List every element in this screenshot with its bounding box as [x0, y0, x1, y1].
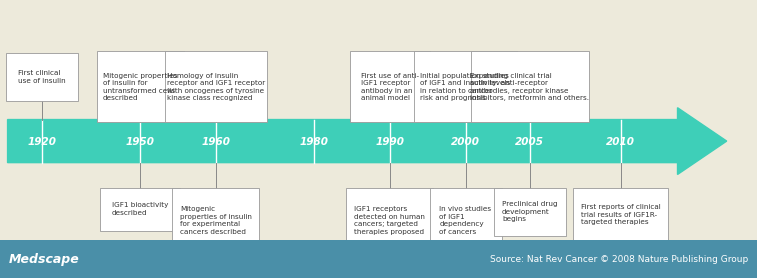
FancyBboxPatch shape — [100, 188, 179, 231]
Text: First clinical
use of insulin: First clinical use of insulin — [18, 70, 65, 84]
Text: 1960: 1960 — [201, 137, 230, 147]
Text: First reports of clinical
trial results of IGF1R-
targeted therapies: First reports of clinical trial results … — [581, 204, 661, 225]
Text: Medscape: Medscape — [9, 253, 79, 266]
Text: 2010: 2010 — [606, 137, 635, 147]
Text: Source: Nat Rev Cancer © 2008 Nature Publishing Group: Source: Nat Rev Cancer © 2008 Nature Pub… — [490, 255, 748, 264]
FancyBboxPatch shape — [346, 188, 433, 253]
FancyBboxPatch shape — [573, 188, 668, 242]
Text: Mitogenic
properties of insulin
for experimental
cancers described: Mitogenic properties of insulin for expe… — [180, 206, 251, 235]
Text: Preclinical drug
development
begins: Preclinical drug development begins — [502, 202, 558, 222]
Text: Initial population studies
of IGF1 and insulin levels
in relation to cancer
risk: Initial population studies of IGF1 and i… — [420, 73, 511, 101]
Text: 2000: 2000 — [451, 137, 480, 147]
FancyArrow shape — [8, 108, 727, 175]
FancyBboxPatch shape — [414, 51, 516, 122]
Text: Expanding clinical trial
activity: anti-receptor
antibodies, receptor kinase
inh: Expanding clinical trial activity: anti-… — [470, 73, 590, 101]
Text: 1980: 1980 — [300, 137, 329, 147]
Text: 1990: 1990 — [375, 137, 404, 147]
Text: First use of anti-
IGF1 receptor
antibody in an
animal model: First use of anti- IGF1 receptor antibod… — [361, 73, 419, 101]
Text: 2005: 2005 — [516, 137, 544, 147]
FancyBboxPatch shape — [429, 188, 501, 253]
Text: IGF1 receptors
detected on human
cancers; targeted
therapies proposed: IGF1 receptors detected on human cancers… — [354, 206, 425, 235]
FancyBboxPatch shape — [471, 51, 588, 122]
FancyBboxPatch shape — [172, 188, 259, 253]
Text: 1950: 1950 — [126, 137, 154, 147]
FancyBboxPatch shape — [96, 51, 183, 122]
FancyBboxPatch shape — [350, 51, 429, 122]
Text: IGF1 bioactivity
described: IGF1 bioactivity described — [112, 202, 168, 216]
FancyBboxPatch shape — [5, 53, 78, 101]
FancyBboxPatch shape — [164, 51, 266, 122]
Text: 1920: 1920 — [27, 137, 56, 147]
Text: Homology of insulin
receptor and IGF1 receptor
with oncogenes of tyrosine
kinase: Homology of insulin receptor and IGF1 re… — [167, 73, 265, 101]
Bar — [0, 240, 757, 278]
Text: Mitogenic properties
of insulin for
untransformed cells
described: Mitogenic properties of insulin for untr… — [103, 73, 177, 101]
Text: In vivo studies
of IGF1
dependency
of cancers: In vivo studies of IGF1 dependency of ca… — [440, 206, 491, 235]
FancyBboxPatch shape — [494, 188, 565, 236]
